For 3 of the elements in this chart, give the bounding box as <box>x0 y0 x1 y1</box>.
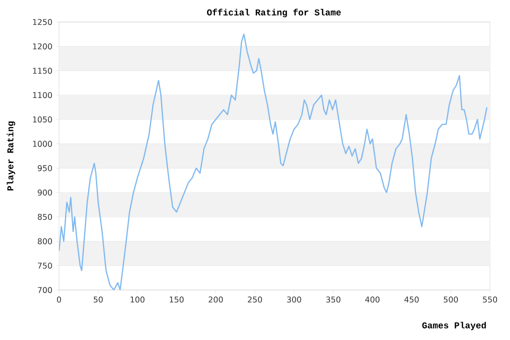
chart-title: Official Rating for Slame <box>207 8 341 18</box>
y-axis-title: Player Rating <box>6 122 16 190</box>
x-axis-title: Games Played <box>422 322 486 330</box>
